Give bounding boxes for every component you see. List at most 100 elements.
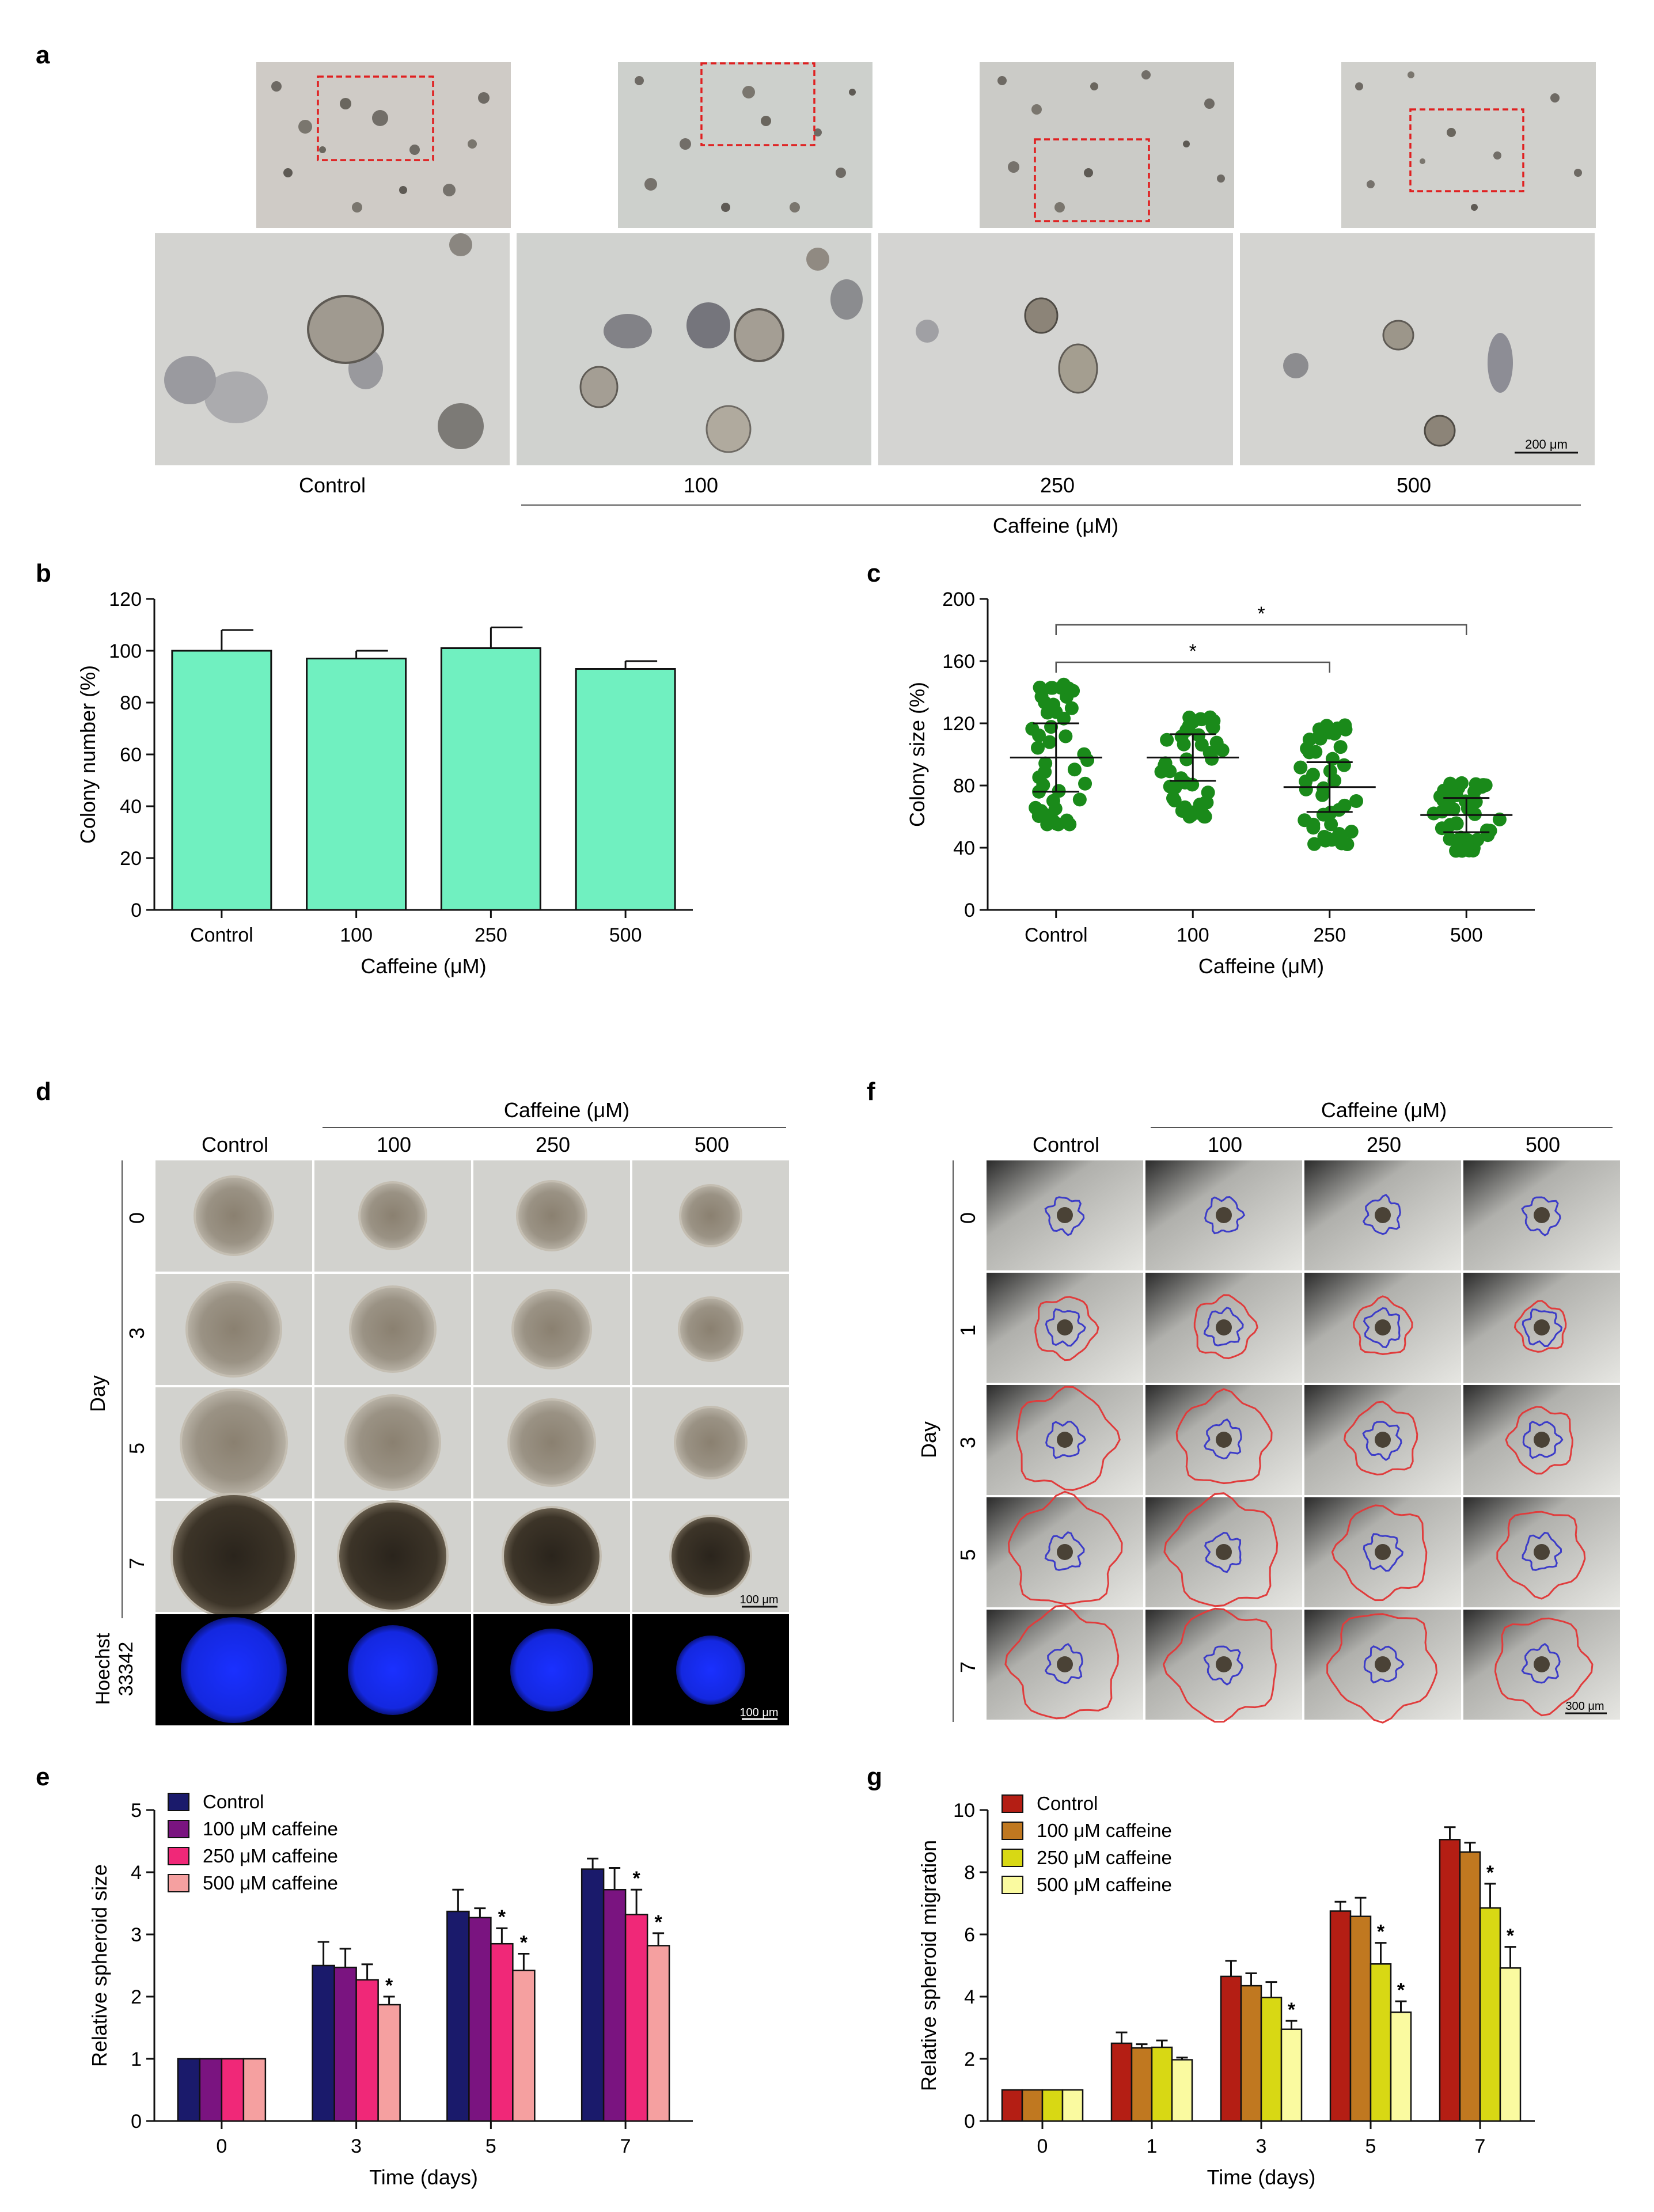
bar	[490, 1942, 514, 2122]
data-point	[1443, 832, 1457, 846]
panel-d-row-title: Day	[86, 1375, 109, 1412]
x-tick-label: 7	[1475, 2135, 1486, 2157]
data-point	[1072, 792, 1087, 807]
bar	[377, 2004, 401, 2122]
y-tick-label: 100	[109, 640, 142, 662]
y-tick-label: 2	[131, 1986, 142, 2008]
bar	[1479, 1907, 1501, 2122]
spheroid-core	[1057, 1319, 1073, 1335]
panel-f-col-500: 500	[1526, 1133, 1560, 1156]
y-tick-label: 10	[953, 1800, 975, 1822]
panel-f-row-3: 3	[956, 1437, 980, 1448]
data-point	[1492, 812, 1507, 826]
panel-label-a: a	[36, 41, 50, 69]
spheroid-outline	[1522, 1308, 1563, 1348]
significance-bracket	[1055, 624, 1467, 635]
bar	[1280, 2028, 1303, 2122]
panel-label-g: g	[867, 1763, 882, 1791]
bar	[1349, 1915, 1372, 2122]
panel-f-header: Caffeine (μM)	[1321, 1098, 1447, 1122]
data-point	[1163, 779, 1177, 794]
panel-f-row-7: 7	[956, 1661, 980, 1673]
hoechst-nuclei	[676, 1636, 745, 1705]
data-point	[1312, 722, 1326, 737]
spheroid-core	[1534, 1207, 1550, 1223]
significance-star: *	[520, 1932, 528, 1953]
data-point	[1325, 752, 1340, 766]
significance-bracket	[1055, 661, 1330, 673]
spheroid-outline	[1044, 1531, 1085, 1571]
spheroid-core	[1375, 1432, 1391, 1448]
bar	[1459, 1851, 1481, 2122]
spheroid-core	[1057, 1432, 1073, 1448]
x-tick-label: 100	[340, 924, 373, 946]
legend-swatch	[168, 1793, 189, 1811]
spheroid-core	[1534, 1656, 1550, 1672]
panel-a-label-control: Control	[299, 473, 366, 497]
legend-swatch	[1001, 1794, 1023, 1813]
bar	[171, 650, 272, 911]
significance-star: *	[1397, 1979, 1405, 2001]
spheroid-core	[1375, 1656, 1391, 1672]
bar	[575, 668, 676, 911]
migration-outline	[1353, 1295, 1413, 1356]
panel-label-f: f	[867, 1077, 875, 1106]
x-tick-label: 0	[216, 2135, 227, 2157]
y-tick-label: 160	[942, 651, 975, 673]
data-point	[1201, 786, 1215, 800]
y-tick-label: 80	[953, 775, 975, 797]
bar	[624, 1914, 648, 2122]
panel-d-col-100: 100	[377, 1133, 411, 1156]
migration-outline	[1496, 1511, 1586, 1600]
hoechst-nuclei	[181, 1617, 287, 1723]
bar	[1001, 2089, 1023, 2122]
significance-star: *	[1507, 1925, 1515, 1947]
data-point	[1078, 776, 1092, 791]
spheroid-outline	[1521, 1642, 1561, 1684]
significance-star: *	[633, 1868, 641, 1890]
data-point	[1059, 729, 1073, 743]
significance-star: *	[498, 1906, 506, 1928]
significance-star: *	[1377, 1921, 1385, 1943]
spheroid-outline	[1204, 1196, 1246, 1235]
zoom-image-500	[1240, 233, 1595, 465]
legend-swatch	[1001, 1822, 1023, 1840]
panel-d-col-250: 250	[536, 1133, 570, 1156]
y-tick-label: 20	[120, 848, 142, 870]
panel-f-row-title: Day	[917, 1421, 940, 1458]
panel-d-scale-bar-1: 100 μm	[739, 1593, 778, 1606]
hoechst-nuclei	[510, 1629, 593, 1712]
spheroid	[507, 1398, 596, 1487]
y-tick-label: 0	[964, 900, 975, 921]
legend-label: 250 μM caffeine	[203, 1845, 338, 1866]
data-point	[1337, 798, 1352, 813]
bar	[312, 1964, 335, 2122]
migration-outline	[1007, 1490, 1123, 1605]
significance-star: *	[1257, 603, 1265, 625]
data-point	[1064, 701, 1079, 715]
legend-label: 100 μM caffeine	[1037, 1820, 1172, 1841]
y-tick-label: 40	[953, 837, 975, 859]
data-point	[1158, 756, 1173, 771]
migration-outline	[1193, 1294, 1258, 1360]
panel-d-row-3: 3	[125, 1327, 149, 1339]
migration-outline	[1331, 1504, 1428, 1602]
data-point	[1450, 817, 1464, 831]
spheroid-core	[1216, 1207, 1232, 1223]
significance-star: *	[1486, 1862, 1494, 1884]
legend-label: Control	[203, 1791, 264, 1812]
y-tick-label: 6	[964, 1924, 975, 1946]
data-point	[1307, 837, 1322, 851]
panel-f-row-5: 5	[956, 1549, 980, 1561]
x-tick-label: 5	[485, 2135, 496, 2157]
bar	[446, 1910, 470, 2122]
spheroid-core	[1534, 1432, 1550, 1448]
overview-image-100	[618, 62, 872, 228]
x-tick-label: 7	[620, 2135, 631, 2157]
data-point	[1067, 762, 1082, 777]
x-tick-label: 250	[1313, 924, 1346, 946]
chart-c: 0 40 80 120 160 200 Colony size (%) Caffeine (μ…	[905, 589, 1535, 978]
data-point	[1317, 830, 1331, 844]
spheroid	[669, 1515, 752, 1598]
